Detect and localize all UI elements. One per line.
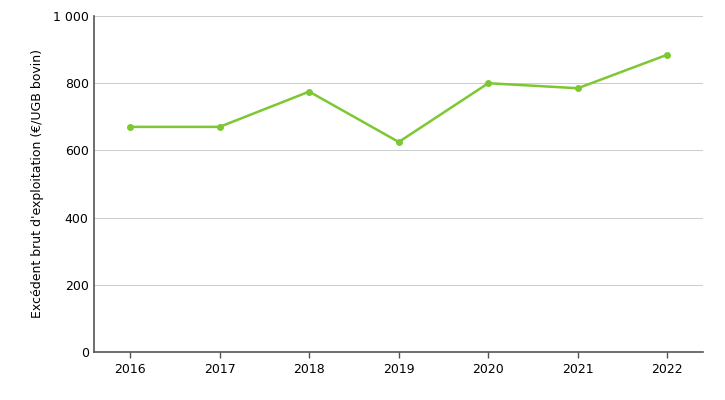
Y-axis label: Excédent brut d'exploitation (€/UGB bovin): Excédent brut d'exploitation (€/UGB bovi… [31, 50, 44, 318]
